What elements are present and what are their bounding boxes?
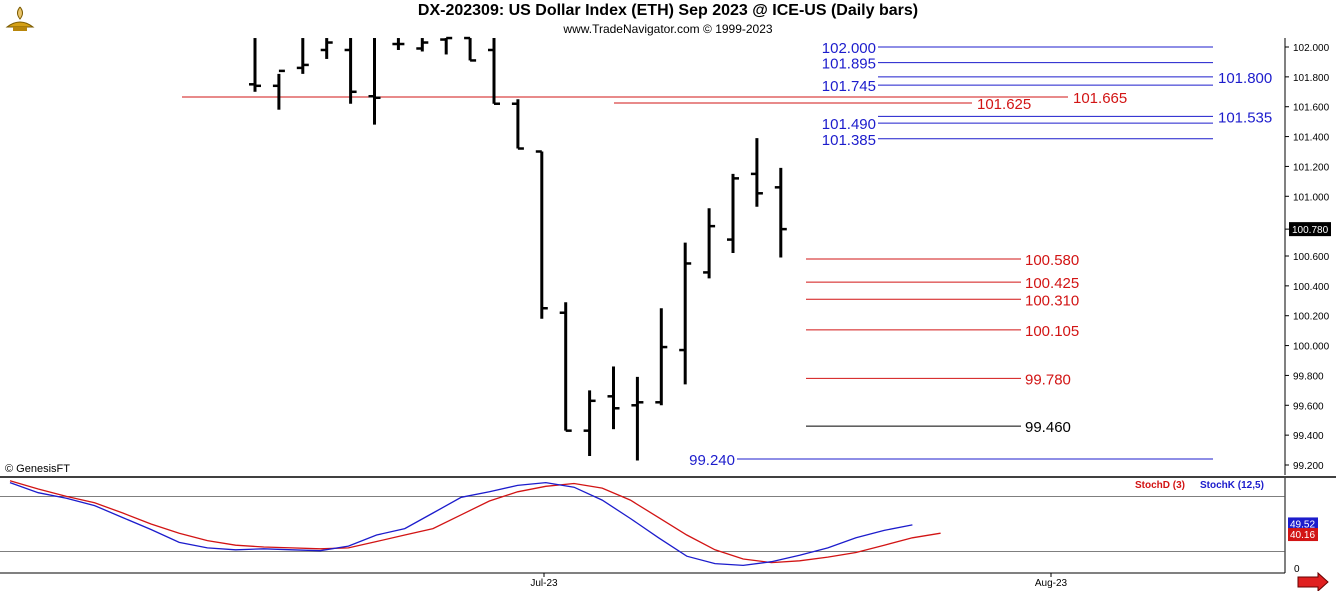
stoch-series (9, 480, 941, 567)
level-label: 100.310 (1025, 292, 1079, 309)
level-label: 99.460 (1025, 419, 1071, 436)
level-label: 99.780 (1025, 371, 1071, 388)
price-tick-label: 101.600 (1293, 103, 1330, 114)
stoch-guide-lines (0, 495, 1285, 552)
price-tick-label: 102.000 (1293, 43, 1330, 54)
level-label: 101.665 (1073, 90, 1127, 107)
level-label: 101.385 (822, 132, 876, 149)
price-axis-ticks: 102.000 101.800 101.600 101.400 101.200 101.0… (1285, 43, 1331, 472)
time-tick-label: Jul-23 (530, 578, 558, 589)
level-label: 101.800 (1218, 70, 1272, 87)
level-label: 100.580 (1025, 252, 1079, 269)
copyright-text: © GenesisFT (5, 463, 70, 475)
price-bars (249, 36, 787, 461)
price-tick-label: 99.200 (1293, 461, 1324, 472)
last-price-label: 100.780 (1292, 225, 1329, 236)
level-label: 100.105 (1025, 323, 1079, 340)
level-label: 99.240 (689, 452, 735, 469)
price-pane: 102.000 101.800 101.600 101.400 101.200 101.0… (182, 36, 1331, 475)
price-tick-label: 101.800 (1293, 73, 1330, 84)
level-label: 100.425 (1025, 275, 1079, 292)
level-label: 101.490 (822, 116, 876, 133)
chart-subtitle: www.TradeNavigator.com © 1999-2023 (563, 22, 773, 36)
legend-stochd: StochD (3) (1135, 480, 1185, 491)
stochk-last-label: 49.52 (1290, 519, 1315, 530)
stochk-last-box (1288, 517, 1318, 531)
scroll-right-arrow-icon[interactable] (1297, 571, 1329, 591)
lamp-icon (5, 6, 35, 31)
stoch-line (9, 481, 913, 567)
level-label: 101.625 (977, 96, 1031, 113)
stoch-tick-label: 0 (1294, 564, 1300, 575)
price-tick-label: 100.400 (1293, 282, 1330, 293)
stochd-last-label: 40.16 (1290, 530, 1315, 541)
stoch-line (9, 480, 941, 564)
stochd-last-box (1288, 528, 1318, 542)
price-tick-label: 99.800 (1293, 371, 1324, 382)
time-tick-label: Aug-23 (1035, 578, 1068, 589)
level-label: 101.535 (1218, 109, 1272, 126)
price-tick-label: 101.000 (1293, 192, 1330, 203)
chart-title: DX-202309: US Dollar Index (ETH) Sep 202… (417, 2, 919, 19)
stoch-legend: StochD (3) StochK (12,5) (1135, 480, 1264, 491)
last-price-box (1289, 222, 1331, 237)
price-tick-label: 101.400 (1293, 133, 1330, 144)
level-label: 101.895 (822, 56, 876, 73)
legend-stochk: StochK (12,5) (1200, 480, 1264, 491)
time-axis-ticks: Jul-23 Aug-23 (530, 573, 1068, 589)
level-label: 101.745 (822, 78, 876, 95)
price-tick-label: 100.000 (1293, 342, 1330, 353)
price-tick-label: 99.600 (1293, 401, 1324, 412)
price-tick-label: 101.200 (1293, 162, 1330, 173)
price-tick-label: 99.400 (1293, 431, 1324, 442)
level-label: 102.000 (822, 40, 876, 57)
price-tick-label: 100.600 (1293, 252, 1330, 263)
price-tick-label: 100.200 (1293, 312, 1330, 323)
